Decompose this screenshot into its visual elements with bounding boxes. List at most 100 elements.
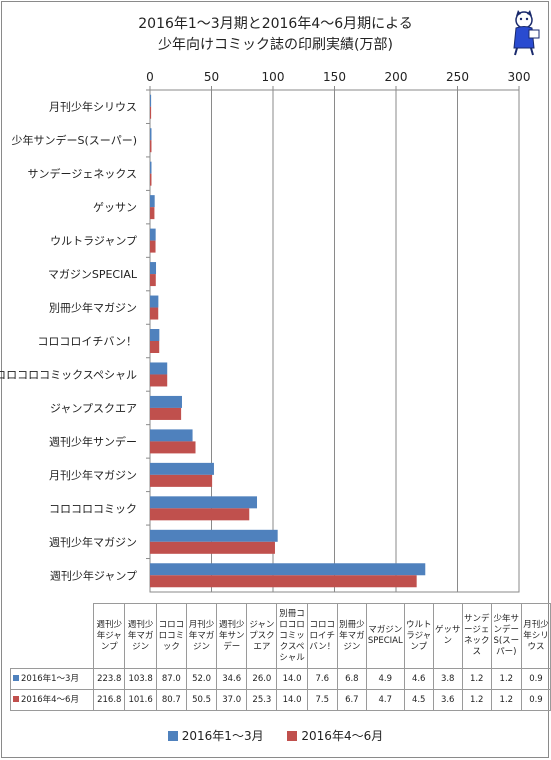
category-label: ジャンプスクエア	[50, 402, 137, 415]
legend-label: 2016年1～3月	[181, 729, 264, 743]
chart-title-line-2: 少年向けコミック誌の印刷実績(万部)	[158, 37, 393, 53]
bar-q1	[150, 496, 258, 509]
bar-q1	[150, 362, 168, 375]
legend-swatch-icon	[167, 731, 178, 741]
bar-q2	[150, 541, 275, 554]
category-label: 少年サンデーS(スーパー)	[12, 133, 137, 147]
x-tick-label: 250	[446, 70, 469, 84]
bar-q2	[150, 173, 152, 186]
data-table: 週刊少年ジャンプ 週刊少年マガジン コロコロコミック 月刊少年マガジン 週刊少年…	[9, 603, 551, 711]
bar-q2	[150, 140, 152, 153]
category-label: 月刊少年シリウス	[49, 100, 137, 114]
bar-q1	[150, 395, 182, 408]
table-cell: 6.8	[336, 668, 367, 690]
table-cell: 26.0	[246, 668, 278, 690]
table-header: 別冊コロコロコミックスペシャル	[276, 603, 308, 669]
table-cell: 3.6	[432, 689, 463, 711]
bar-q1	[150, 462, 214, 475]
bar-q2	[150, 575, 417, 588]
legend-swatch-icon	[287, 731, 298, 741]
legend-item: 2016年1～3月	[167, 727, 264, 744]
bar-q1	[150, 161, 152, 174]
table-cell: 1.2	[461, 668, 492, 690]
table-cell: 216.8	[93, 689, 126, 711]
bar-q1	[150, 529, 278, 542]
chart-title-line-1: 2016年1～3月期と2016年4～6月期による	[138, 16, 413, 32]
bar-q1	[150, 128, 152, 141]
table-header: マガジンSPECIAL	[365, 603, 405, 669]
table-cell: 52.0	[185, 668, 218, 690]
table-header: 月刊少年シリウス	[520, 603, 551, 669]
bar-q2	[150, 407, 182, 420]
mascot-icon	[513, 10, 540, 56]
category-label: コロコロイチバン！	[37, 335, 137, 348]
table-cell: 1.2	[490, 668, 522, 690]
table-cell: 3.8	[432, 668, 463, 690]
bar-q1	[150, 295, 159, 308]
table-cell: 34.6	[216, 668, 248, 690]
category-label: 別冊コロコロコミックスペシャル	[0, 368, 137, 381]
bar-q2	[150, 474, 213, 487]
table-cell: 7.6	[306, 668, 338, 690]
bar-q2	[150, 106, 152, 119]
table-cell: 4.5	[403, 689, 434, 711]
table-header: ウルトラジャンプ	[403, 603, 434, 669]
x-tick-label: 100	[262, 70, 285, 84]
x-tick-label: 150	[323, 70, 346, 84]
table-header: 週刊少年サンデー	[216, 603, 248, 669]
table-cell: 4.6	[403, 668, 434, 690]
table-cell: 25.3	[246, 689, 278, 711]
table-cell: 223.8	[93, 668, 126, 690]
category-label: ウルトラジャンプ	[50, 235, 137, 248]
bar-q1	[150, 429, 193, 442]
table-header: ゲッサン	[432, 603, 463, 669]
row-label-text: 2016年4～6月	[21, 694, 79, 705]
x-tick-label: 300	[508, 70, 531, 84]
bar-q2	[150, 374, 168, 387]
bar-q1	[150, 262, 157, 275]
table-cell: 4.9	[365, 668, 405, 690]
table-header: 月刊少年マガジン	[185, 603, 218, 669]
bar-q1	[150, 563, 426, 576]
category-label: 週刊少年マガジン	[49, 535, 137, 549]
table-cell: 87.0	[155, 668, 187, 690]
bar-q2	[150, 307, 159, 320]
row-label-text: 2016年1～3月	[21, 673, 79, 684]
table-header: コロコロイチバン！	[306, 603, 338, 669]
category-label: マガジンSPECIAL	[48, 268, 138, 281]
table-cell: 50.5	[185, 689, 218, 711]
category-label: サンデージェネックス	[28, 167, 137, 181]
category-label: コロコロコミック	[49, 502, 137, 515]
x-tick-label: 200	[385, 70, 408, 84]
table-cell: 80.7	[155, 689, 187, 711]
x-tick-label: 0	[146, 70, 154, 84]
bar-q2	[150, 274, 156, 287]
table-cell: 7.5	[306, 689, 338, 711]
table-cell: 101.6	[124, 689, 157, 711]
bar-q2	[150, 240, 156, 253]
category-label: 週刊少年ジャンプ	[50, 568, 137, 582]
bar-q2	[150, 441, 196, 454]
table-cell: 0.9	[520, 668, 551, 690]
table-cell: 14.0	[276, 668, 308, 690]
table-header: 少年サンデーS(スーパー)	[490, 603, 522, 669]
bar-q1	[150, 329, 160, 341]
chart-title: 2016年1～3月期と2016年4～6月期による 少年向けコミック誌の印刷実績(…	[0, 14, 551, 56]
category-label: ゲッサン	[93, 201, 137, 214]
category-label: 月刊少年マガジン	[49, 468, 137, 482]
table-cell: 6.7	[336, 689, 367, 711]
table-header: 週刊少年マガジン	[124, 603, 157, 669]
legend: 2016年1～3月 2016年4～6月	[0, 727, 551, 744]
category-label: 週刊少年サンデー	[49, 434, 137, 448]
table-row-label: 2016年4～6月	[9, 689, 95, 711]
table-header: ジャンプスクエア	[246, 603, 278, 669]
table-header: 別冊少年マガジン	[336, 603, 367, 669]
table-header: 週刊少年ジャンプ	[93, 603, 126, 669]
x-tick-label: 50	[204, 70, 219, 84]
table-cell: 1.2	[490, 689, 522, 711]
legend-item: 2016年4～6月	[287, 727, 383, 744]
bar-q2	[150, 341, 160, 353]
series-key-icon	[13, 696, 19, 702]
table-cell: 103.8	[124, 668, 157, 690]
